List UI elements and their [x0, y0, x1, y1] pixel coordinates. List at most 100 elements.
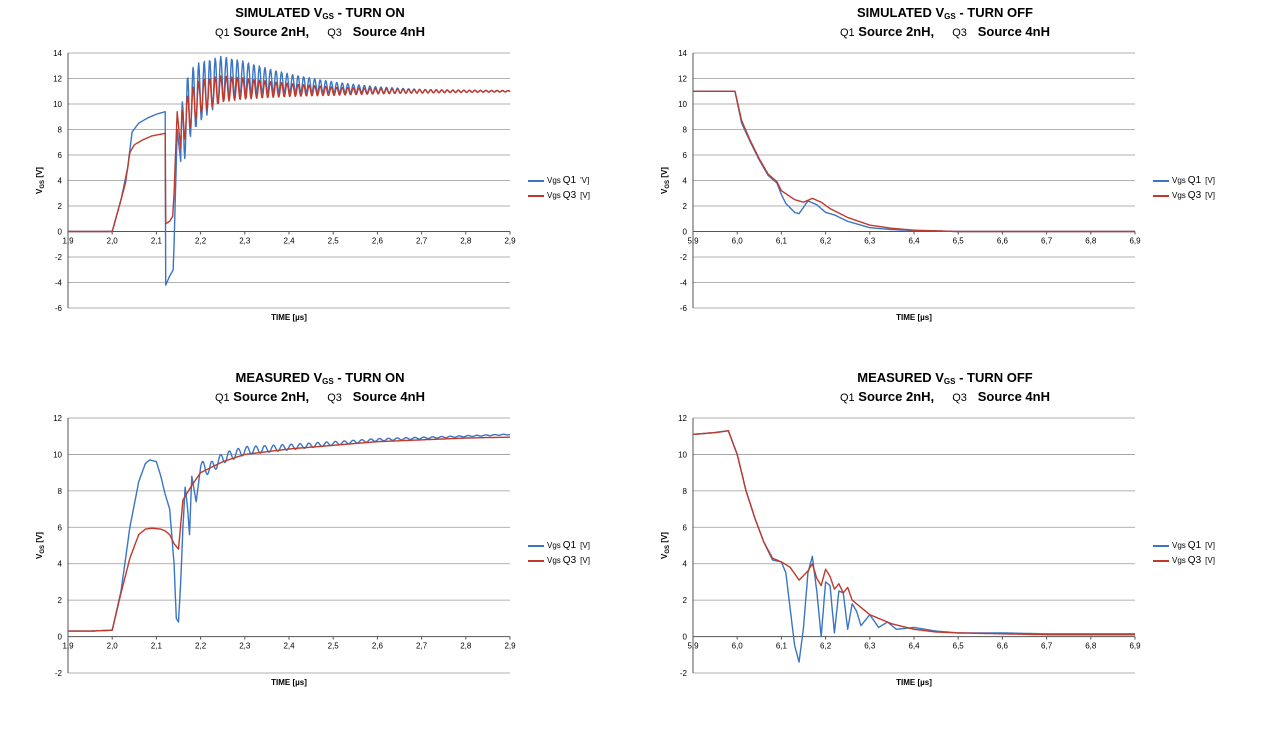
x-axis-label: TIME [µs]	[896, 678, 932, 687]
y-tick-label: 12	[53, 75, 62, 84]
y-tick-label: 8	[683, 126, 688, 135]
legend-prefix: Vgs	[547, 541, 561, 550]
chart-subtitle: Q1 Source 2nH, Q3 Source 4nH	[635, 24, 1255, 41]
legend-prefix: Vgs	[1172, 541, 1186, 550]
chart-title: MEASURED VGS - TURN ON	[10, 370, 630, 390]
x-tick-label: 2,1	[151, 237, 163, 246]
y-tick-label: 14	[678, 49, 687, 58]
x-tick-label: 6,4	[908, 237, 920, 246]
y-axis-label-sub: GS	[665, 180, 671, 189]
x-tick-label: 6,7	[1041, 237, 1053, 246]
y-tick-label: 2	[58, 596, 63, 605]
x-tick-label: 5,9	[687, 237, 699, 246]
x-tick-label: 6,8	[1085, 237, 1097, 246]
y-axis-label-unit: [V]	[660, 167, 669, 180]
title-text: SIMULATED V	[857, 5, 945, 20]
legend-swatch	[528, 179, 544, 182]
y-axis-label-sub: GS	[40, 180, 46, 189]
y-tick-label: 0	[683, 228, 688, 237]
legend-swatch	[1153, 544, 1169, 547]
x-tick-label: 2,9	[504, 642, 516, 651]
series-line-q1	[692, 430, 1136, 663]
x-tick-label: 6,2	[820, 237, 832, 246]
plot-area: -6 -4 -2 0 2 4 6 8 10 12 14 5,9 6,0 6,1 6,2 6,3 6,4 6,5 6,…	[660, 49, 1141, 322]
x-tick-label: 1,9	[62, 237, 74, 246]
x-tick-label: 1,9	[62, 642, 74, 651]
legend-entry-q1: Vgs Q1 [V]	[1153, 173, 1215, 188]
subtitle-source-q3: Source 4nH	[966, 24, 1050, 39]
x-tick-label: 6,5	[953, 642, 965, 651]
x-tick-label: 2,3	[239, 237, 251, 246]
legend-prefix: Vgs	[547, 176, 561, 185]
x-tick-label: 2,5	[328, 642, 340, 651]
series-line-q3	[67, 436, 511, 632]
y-tick-label: 8	[58, 487, 63, 496]
subtitle-source-q1: Source 2nH,	[229, 24, 328, 39]
chart-simulated-turn-on: SIMULATED VGS - TURN ON Q1 Source 2nH, Q3…	[10, 5, 630, 355]
chart-subtitle: Q1 Source 2nH, Q3 Source 4nH	[10, 389, 630, 406]
y-axis-label-main: V	[35, 188, 44, 194]
y-tick-label: 2	[58, 202, 63, 211]
y-tick-label: 10	[678, 100, 687, 109]
legend-unit: [V]	[580, 556, 590, 565]
series-line-q3	[692, 430, 1136, 636]
y-tick-label: 0	[683, 633, 688, 642]
legend: Vgs Q1 [V] Vgs Q3 [V]	[528, 538, 590, 568]
legend-entry-q3: Vgs Q3 [V]	[528, 188, 590, 203]
legend-unit: [V]	[1205, 556, 1215, 565]
legend-prefix: Vgs	[1172, 191, 1186, 200]
legend-entry-q3: Vgs Q3 [V]	[1153, 553, 1215, 568]
chart-measured-turn-on: MEASURED VGS - TURN ON Q1 Source 2nH, Q3 …	[10, 370, 630, 720]
title-suffix: - TURN ON	[333, 5, 405, 20]
legend-name: Q1	[1187, 175, 1202, 186]
x-tick-label: 6,0	[732, 642, 744, 651]
x-tick-label: 2,4	[283, 642, 295, 651]
legend-prefix: Vgs	[547, 191, 561, 200]
y-axis-label: VGS [V]	[35, 167, 46, 194]
x-tick-label: 2,3	[239, 642, 251, 651]
x-tick-label: 6,9	[1129, 237, 1141, 246]
y-tick-label: -2	[680, 669, 688, 678]
legend-name: Q3	[1187, 555, 1202, 566]
x-tick-label: 2,0	[107, 237, 119, 246]
x-tick-label: 2,1	[151, 642, 163, 651]
legend-unit: [V]	[580, 541, 590, 550]
subtitle-q1: Q1	[215, 392, 230, 404]
y-tick-label: -2	[55, 669, 63, 678]
plot-area: -6 -4 -2 0 2 4 6 8 10 12 14 1,9 2,0 2,1 2,2 2,3 2,4 2,5 2,…	[35, 49, 516, 322]
y-tick-label: 8	[58, 126, 63, 135]
legend-swatch	[1153, 194, 1169, 197]
y-tick-label: 4	[58, 560, 63, 569]
y-axis-label-sub: GS	[40, 545, 46, 554]
x-tick-label: 6,5	[953, 237, 965, 246]
legend: Vgs Q1 [V] Vgs Q3 [V]	[1153, 538, 1215, 568]
chart-simulated-turn-off: SIMULATED VGS - TURN OFF Q1 Source 2nH, Q…	[635, 5, 1255, 355]
legend-unit: [V]	[580, 191, 590, 200]
subtitle-q1: Q1	[840, 392, 855, 404]
x-tick-label: 6,9	[1129, 642, 1141, 651]
x-axis-label: TIME [µs]	[271, 313, 307, 322]
x-tick-label: 2,5	[328, 237, 340, 246]
x-tick-label: 6,2	[820, 642, 832, 651]
y-tick-label: -2	[55, 253, 63, 262]
x-tick-label: 6,3	[864, 237, 876, 246]
legend-swatch	[528, 559, 544, 562]
chart-measured-turn-off: MEASURED VGS - TURN OFF Q1 Source 2nH, Q3…	[635, 370, 1255, 720]
subtitle-source-q3: Source 4nH	[966, 389, 1050, 404]
y-tick-label: 2	[683, 596, 688, 605]
legend-entry-q1: Vgs Q1 'V]	[528, 173, 590, 188]
y-tick-label: -4	[680, 279, 688, 288]
y-tick-label: 10	[53, 100, 62, 109]
series-line-q3	[67, 75, 511, 233]
subtitle-q3: Q3	[327, 392, 342, 404]
x-tick-label: 6,1	[776, 642, 788, 651]
legend-entry-q1: Vgs Q1 [V]	[528, 538, 590, 553]
y-tick-label: 14	[53, 49, 62, 58]
y-tick-label: 8	[683, 487, 688, 496]
y-axis-label: VGS [V]	[35, 532, 46, 559]
title-suffix: - TURN ON	[333, 370, 405, 385]
y-tick-label: 0	[58, 633, 63, 642]
series-line-q1	[692, 90, 1136, 233]
legend-unit: [V]	[1205, 176, 1215, 185]
chart-subtitle: Q1 Source 2nH, Q3 Source 4nH	[10, 24, 630, 41]
